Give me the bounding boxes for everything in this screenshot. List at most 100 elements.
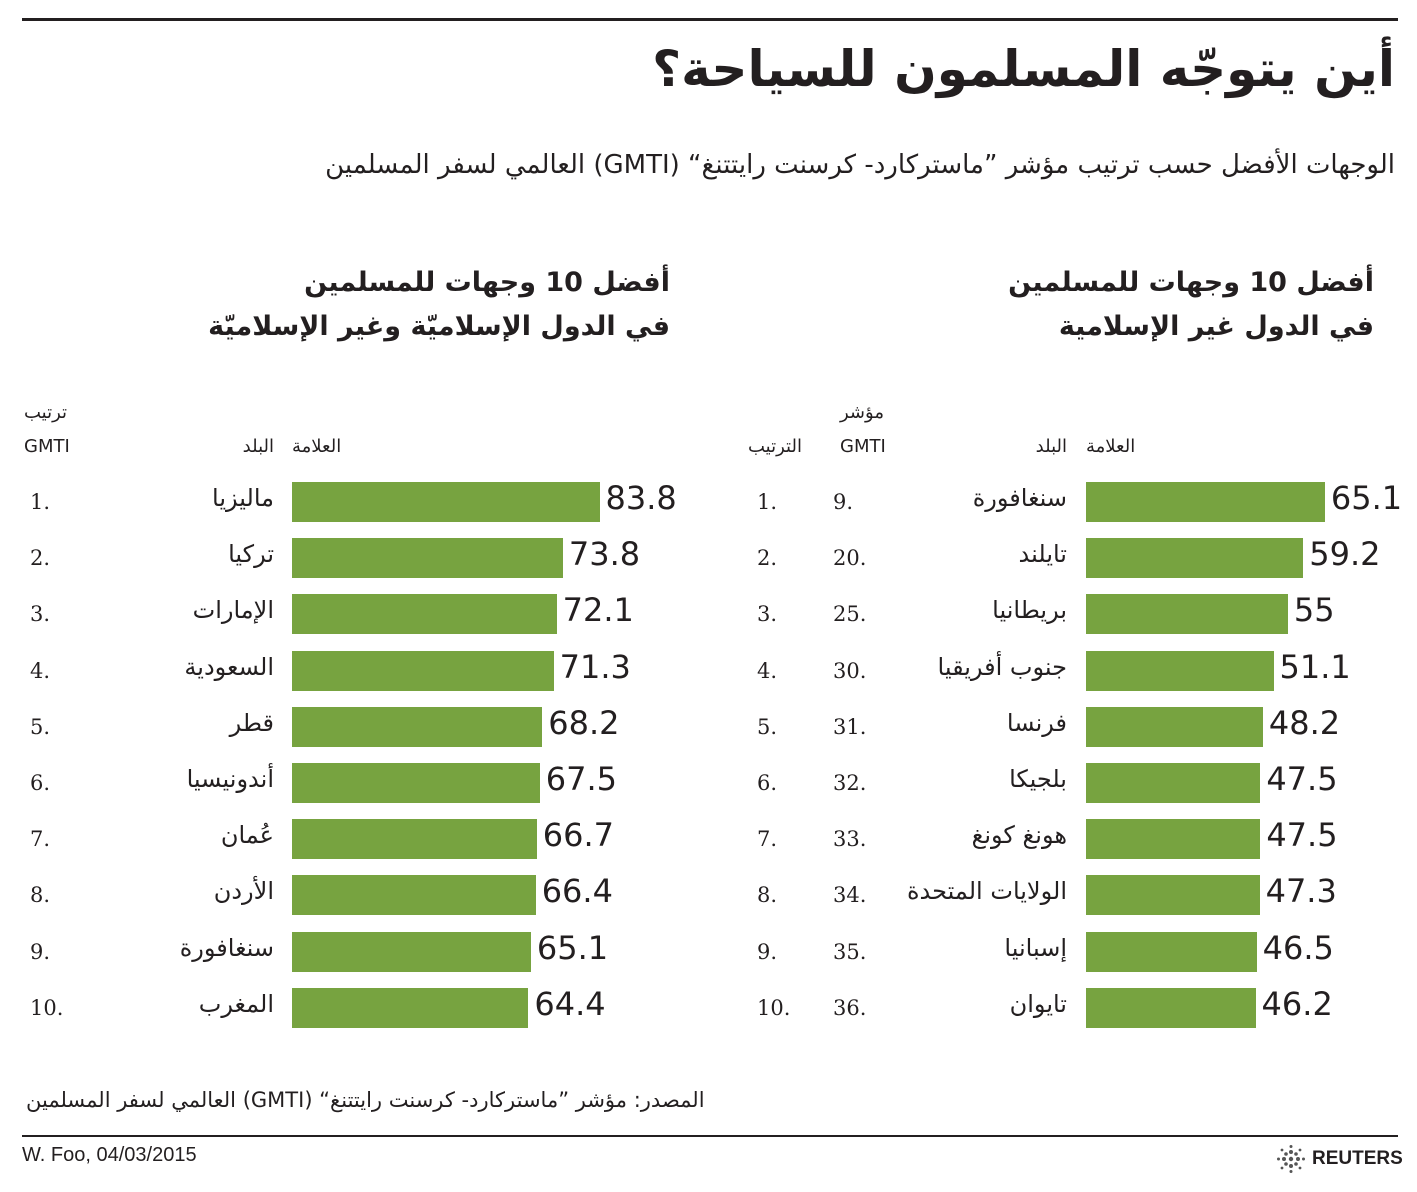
left-rank-label: 8. [30,883,51,908]
credit: W. Foo, 04/03/2015 [22,1144,197,1166]
right-rank-label: 10. [757,995,791,1020]
left-value-label: 73.8 [568,535,641,574]
left-panel-title-line2: في الدول الإسلاميّة وغير الإسلاميّة [208,311,670,342]
left-rank-label: 6. [30,771,51,795]
left-bar [292,819,537,860]
right-gmti-rank-label: 36. [833,995,867,1020]
left-value-label: 66.7 [542,816,615,855]
left-hdr-country: البلد [242,436,274,457]
left-bar [292,482,600,522]
right-panel-title-line1: أفضل 10 وجهات للمسلمين [1008,267,1374,298]
right-hdr-country: البلد [1035,436,1067,457]
left-country-label: الإمارات [192,596,274,625]
right-country-label: فرنسا [1006,708,1067,737]
right-gmti-rank-label: 25. [833,602,867,627]
right-rank-label: 1. [757,490,778,514]
right-value-label: 55 [1293,591,1335,630]
right-gmti-rank-label: 32. [833,771,867,795]
left-country-label: تركيا [228,540,274,569]
left-country-label: المغرب [198,989,274,1018]
right-gmti-rank-label: 33. [833,827,867,852]
right-hdr-gmti-line2: GMTI [840,436,886,457]
right-value-label: 48.2 [1268,703,1341,742]
left-country-label: الأردن [213,877,274,906]
page-title: أين يتوجّه المسلمون للسياحة؟ [652,40,1395,98]
left-rank-label: 4. [30,658,51,683]
right-country-label: تايلند [1018,540,1067,569]
left-hdr-score: العلامة [292,436,342,457]
top-rule [22,18,1398,21]
right-gmti-rank-label: 9. [833,490,854,514]
right-value-label: 47.5 [1266,816,1338,855]
left-rank-label: 10. [30,995,64,1020]
left-rank-label: 2. [30,546,51,571]
right-gmti-rank-label: 31. [833,714,867,739]
right-rank-label: 6. [757,771,778,795]
left-value-label: 65.1 [536,928,609,967]
left-rank-label: 9. [30,939,51,964]
right-value-label: 59.2 [1309,535,1381,574]
left-value-label: 72.1 [562,591,634,630]
reuters-logo: REUTERS [1276,1144,1403,1174]
right-value-label: 51.1 [1279,647,1351,686]
right-gmti-rank-label: 35. [833,939,867,964]
right-bar [1086,482,1325,522]
page-subtitle: الوجهات الأفضل حسب ترتيب مؤشر ”ماستركارد… [325,150,1395,180]
left-bar [292,650,554,691]
right-country-label: بريطانيا [992,596,1067,625]
right-value-label: 46.5 [1262,928,1334,967]
left-hdr-rank-line1: ترتيب [24,402,68,423]
left-bar [292,987,529,1028]
right-bar [1086,594,1288,635]
right-bar [1086,763,1261,803]
left-country-label: سنغافورة [179,933,274,962]
source-note: المصدر: مؤشر ”ماستركارد- كرسنت رايتتنغ“ … [26,1088,705,1112]
right-rank-label: 7. [757,827,778,852]
left-value-label: 68.2 [548,703,620,742]
reuters-dots-icon [1277,1145,1305,1173]
left-country-label: عُمان [220,821,274,850]
right-panel-title-line2: في الدول غير الإسلامية [1058,311,1374,342]
reuters-wordmark: REUTERS [1312,1148,1403,1169]
left-rank-label: 7. [30,827,51,852]
left-hdr-rank-line2: GMTI [24,436,70,457]
left-bar [292,931,531,972]
left-rank-label: 3. [30,602,51,627]
right-gmti-rank-label: 20. [833,546,867,571]
right-rank-label: 8. [757,883,778,908]
left-bar [292,538,563,579]
right-bar [1086,538,1304,579]
left-value-label: 83.8 [605,479,677,517]
left-value-label: 66.4 [541,872,613,911]
left-value-label: 64.4 [534,984,606,1023]
left-country-label: ماليزيا [212,484,274,512]
right-country-label: سنغافورة [972,484,1067,512]
right-bar [1086,875,1260,916]
right-bar [1086,650,1274,691]
left-bar [292,706,543,747]
right-hdr-gmti-line1: مؤشر [840,402,884,423]
right-hdr-rank: الترتيب [748,436,802,457]
left-rank-label: 5. [30,714,51,739]
right-bar [1086,987,1256,1028]
right-rank-label: 2. [757,546,778,571]
right-bar [1086,931,1257,972]
right-rank-label: 5. [757,714,778,739]
left-rank-label: 1. [30,490,51,514]
bottom-rule [22,1135,1398,1137]
right-gmti-rank-label: 30. [833,658,867,683]
right-country-label: إسبانيا [1004,933,1067,962]
left-country-label: أندونيسيا [186,765,274,793]
right-hdr-score: العلامة [1086,436,1136,457]
right-country-label: الولايات المتحدة [906,877,1067,906]
right-value-label: 46.2 [1261,984,1333,1023]
right-bar [1086,819,1261,860]
right-country-label: هونغ كونغ [971,821,1067,850]
right-gmti-rank-label: 34. [833,883,867,908]
left-bar [292,763,540,803]
right-country-label: تايوان [1009,989,1067,1018]
left-panel-title-line1: أفضل 10 وجهات للمسلمين [304,267,670,298]
left-bar [292,594,557,635]
right-rank-label: 9. [757,939,778,964]
left-bar [292,875,536,916]
